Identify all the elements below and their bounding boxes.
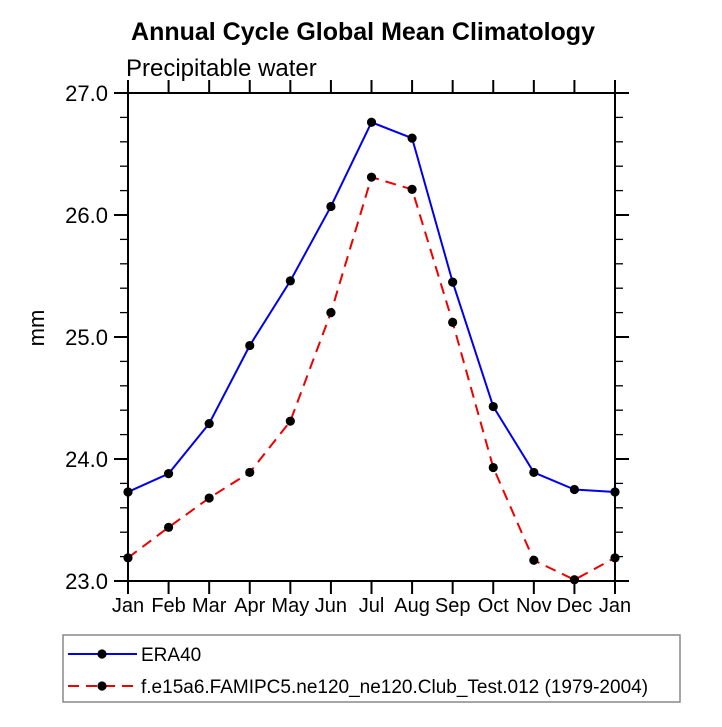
chart-subtitle: Precipitable water [126, 55, 317, 82]
data-point [285, 416, 295, 426]
x-tick-label: Apr [234, 595, 265, 617]
data-point [448, 277, 458, 287]
data-point [366, 172, 377, 182]
x-tick-label: Aug [394, 595, 430, 617]
data-point [204, 493, 214, 503]
data-point [407, 184, 417, 194]
legend-marker [97, 649, 107, 659]
data-point [407, 133, 417, 143]
data-point [610, 487, 620, 497]
data-point [123, 553, 133, 563]
x-tick-label: Nov [516, 595, 552, 617]
y-tick-label: 26.0 [65, 203, 108, 228]
legend-label: ERA40 [141, 645, 201, 666]
y-tick-label: 25.0 [65, 325, 108, 350]
data-point [285, 276, 295, 286]
y-axis-title: mm [24, 310, 49, 347]
data-point [123, 487, 133, 497]
x-tick-label: Sep [435, 595, 471, 617]
data-point [448, 317, 458, 327]
legend-row: ERA40 [68, 645, 201, 666]
data-point [326, 201, 336, 212]
y-axis-ticks [114, 92, 629, 582]
data-point [529, 467, 539, 478]
chart-title: Annual Cycle Global Mean Climatology [131, 18, 595, 46]
data-point [610, 553, 620, 563]
data-point [529, 555, 539, 565]
data-point [569, 575, 580, 585]
data-point [163, 522, 174, 532]
y-tick-label: 27.0 [65, 81, 108, 106]
series-layer [123, 117, 620, 585]
data-point [245, 467, 255, 478]
data-point [488, 401, 498, 412]
series-model [123, 172, 620, 585]
x-tick-label: Feb [151, 595, 185, 617]
data-point [163, 469, 174, 479]
legend-marker [97, 681, 107, 691]
legend-row: f.e15a6.FAMIPC5.ne120_ne120.Club_Test.01… [68, 677, 648, 698]
x-tick-label: Mar [192, 595, 227, 617]
x-tick-label: Dec [557, 595, 593, 617]
data-point [204, 419, 214, 429]
x-axis-tick-labels: Jan Feb Mar Apr May Jun Jul Aug Sep Oct Nov Dec Jan [112, 595, 631, 617]
x-tick-label: Jan [112, 595, 144, 617]
x-tick-label: Jan [599, 595, 631, 617]
data-point [366, 117, 377, 127]
y-tick-label: 24.0 [65, 447, 108, 472]
data-point [245, 340, 255, 351]
x-tick-label: Jun [315, 595, 347, 617]
y-tick-label: 23.0 [65, 569, 108, 594]
x-tick-label: May [271, 595, 309, 617]
legend: ERA40 f.e15a6.FAMIPC5.ne120_ne120.Club_Te… [62, 634, 681, 703]
data-point [569, 484, 580, 495]
data-point [488, 462, 498, 473]
series-era40 [123, 117, 620, 497]
x-tick-label: Oct [478, 595, 510, 617]
data-point [326, 308, 336, 318]
legend-box [62, 634, 681, 703]
legend-label: f.e15a6.FAMIPC5.ne120_ne120.Club_Test.01… [141, 677, 648, 698]
y-axis-tick-labels: 23.0 24.0 25.0 26.0 27.0 [65, 81, 108, 594]
x-tick-label: Jul [359, 595, 385, 617]
